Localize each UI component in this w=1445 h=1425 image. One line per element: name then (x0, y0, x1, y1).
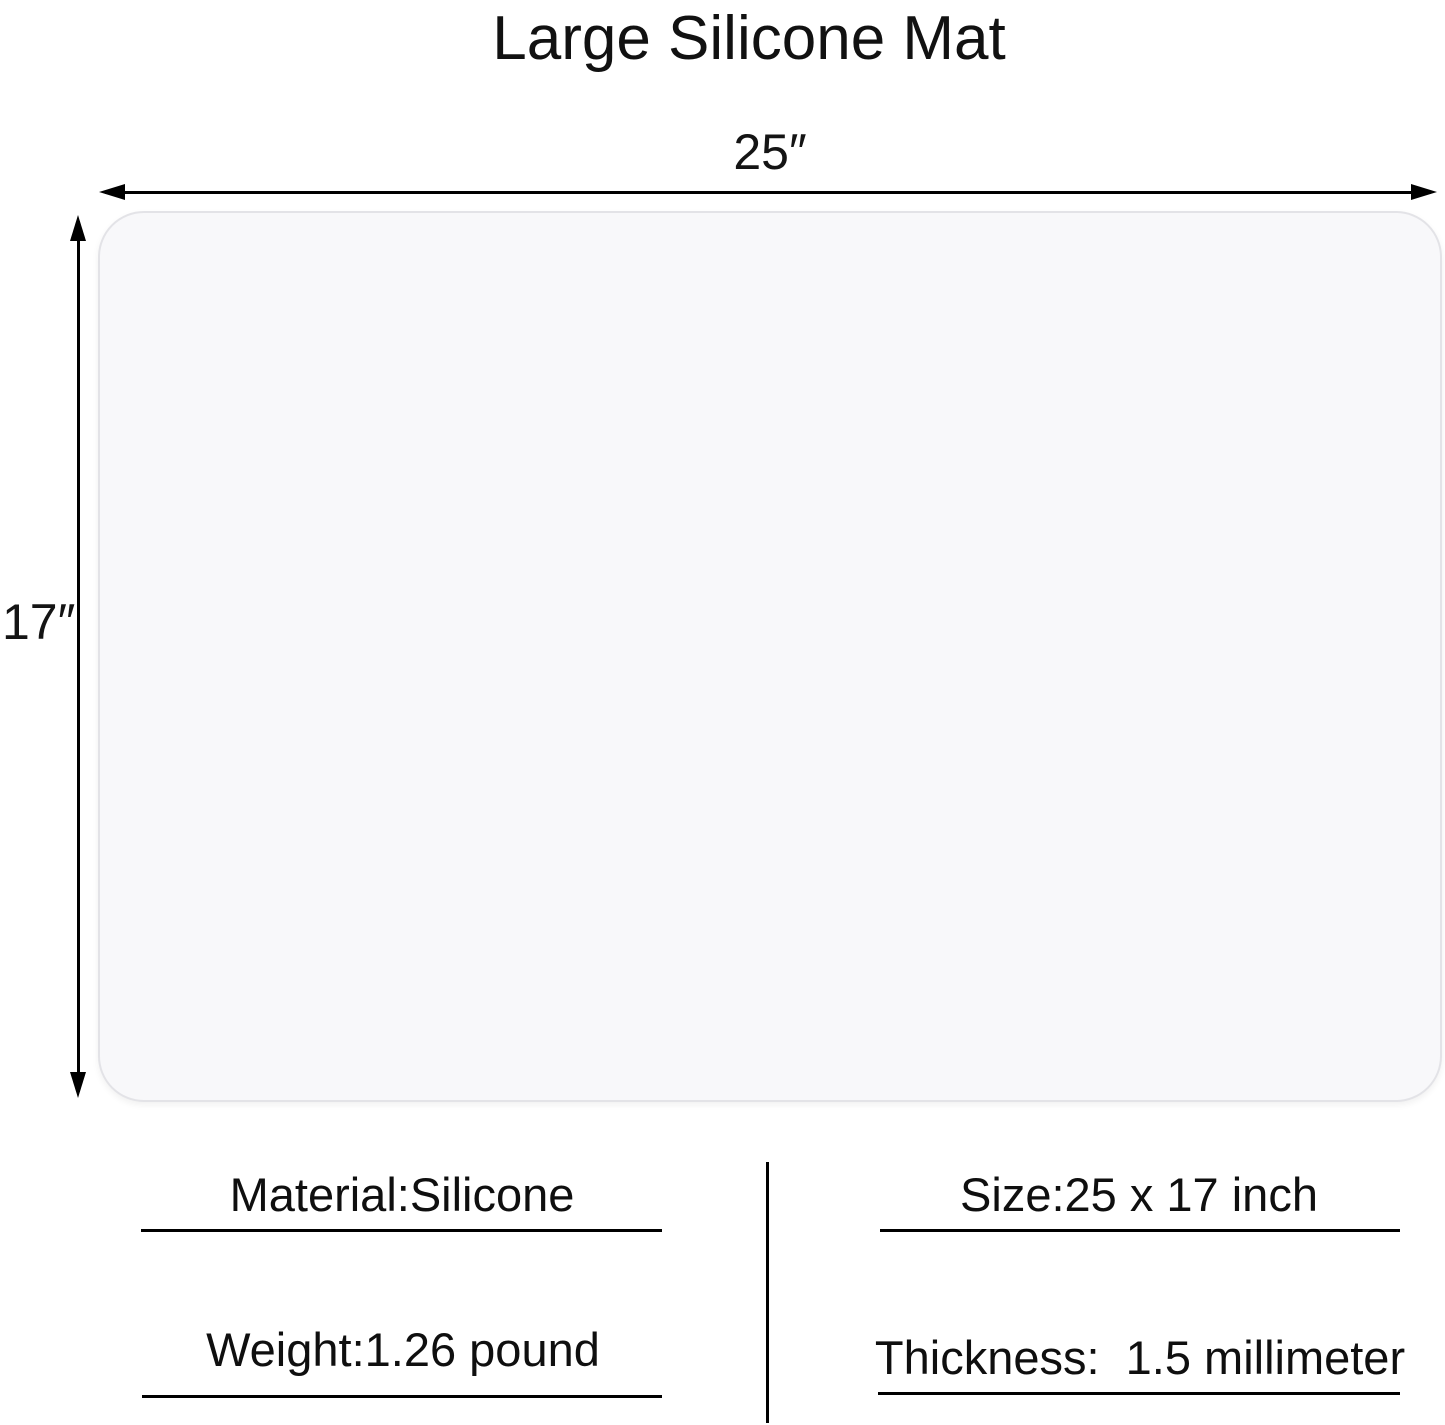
spec-size-underline (880, 1229, 1400, 1232)
spec-size: Size:25 x 17 inch (960, 1168, 1318, 1221)
spec-weight: Weight:1.26 pound (206, 1323, 600, 1376)
height-dimension-arrow (70, 215, 86, 1098)
arrowhead-right-icon (1411, 184, 1437, 200)
width-dimension-line (105, 190, 1431, 194)
silicone-mat-illustration (98, 211, 1442, 1102)
width-dimension-label: 25″ (733, 124, 807, 180)
width-dimension-arrow (99, 184, 1437, 200)
product-title: Large Silicone Mat (492, 4, 1006, 73)
spec-thickness: Thickness: 1.5 millimeter (874, 1331, 1406, 1384)
spec-weight-underline (142, 1395, 662, 1398)
spec-material-underline (141, 1229, 662, 1232)
spec-divider (766, 1162, 769, 1423)
spec-thickness-underline (878, 1392, 1400, 1395)
height-dimension-line (76, 221, 80, 1092)
height-dimension-label: 17″ (2, 594, 76, 650)
spec-material: Material:Silicone (229, 1168, 575, 1221)
arrowhead-down-icon (70, 1072, 86, 1098)
